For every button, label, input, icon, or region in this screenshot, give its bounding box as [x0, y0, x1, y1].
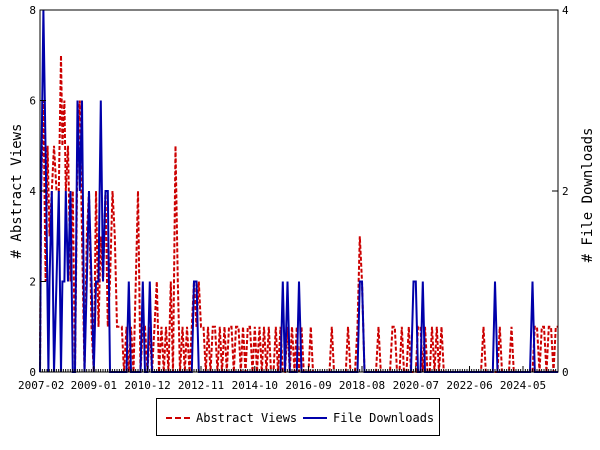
x-tick-label: 2007-02	[18, 379, 64, 392]
y-right-tick-label: 4	[562, 4, 569, 17]
y-right-tick-label: 0	[562, 366, 569, 379]
legend-item-abstract-views: Abstract Views	[166, 410, 297, 426]
x-tick-label: 2014-10	[232, 379, 278, 392]
x-tick-label: 2024-05	[500, 379, 546, 392]
x-tick-label: 2016-09	[285, 379, 331, 392]
x-tick-label: 2009-01	[71, 379, 117, 392]
y-right-axis-title: # File Downloads	[580, 128, 596, 263]
x-tick-label: 2022-06	[446, 379, 492, 392]
legend-item-file-downloads: File Downloads	[303, 410, 434, 426]
y-left-axis-title: # Abstract Views	[9, 124, 25, 259]
x-tick-label: 2012-11	[178, 379, 224, 392]
x-tick-label: 2020-07	[393, 379, 439, 392]
legend-label-abstract-views: Abstract Views	[196, 411, 298, 425]
series-line-abstract-views	[39, 55, 558, 373]
y-right-tick-label: 2	[562, 185, 569, 198]
legend-swatch-file-downloads	[303, 417, 327, 419]
y-left-tick-label: 2	[29, 276, 36, 289]
x-tick-label: 2018-08	[339, 379, 385, 392]
x-tick-label: 2010-12	[124, 379, 170, 392]
y-left-tick-label: 6	[29, 95, 36, 108]
legend-label-file-downloads: File Downloads	[333, 411, 435, 425]
y-left-tick-label: 4	[29, 185, 36, 198]
legend: Abstract Views File Downloads	[156, 398, 440, 436]
y-left-tick-label: 8	[29, 4, 36, 17]
y-left-tick-label: 0	[29, 366, 36, 379]
legend-swatch-abstract-views	[166, 417, 190, 419]
series-line-file-downloads	[39, 9, 558, 373]
